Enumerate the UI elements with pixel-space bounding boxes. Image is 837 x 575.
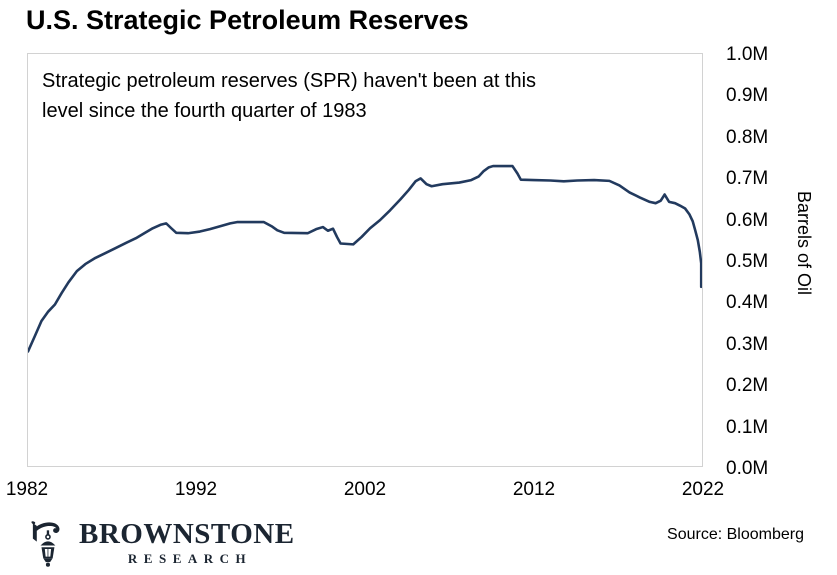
spr-series-line xyxy=(28,164,702,353)
line-chart xyxy=(28,164,702,353)
y-tick-label: 0.1M xyxy=(726,416,769,438)
y-tick-label: 1.0M xyxy=(726,44,769,65)
chart-plot-area: Strategic petroleum reserves (SPR) haven… xyxy=(27,53,703,467)
y-tick-label: 0.2M xyxy=(726,375,769,397)
chart-annotation: Strategic petroleum reserves (SPR) haven… xyxy=(42,66,662,126)
logo-subname: RESEARCH xyxy=(127,551,253,566)
y-tick-label: 0.5M xyxy=(726,251,769,272)
y-tick-label: 0.8M xyxy=(726,126,769,148)
x-tick-label: 1982 xyxy=(5,479,49,500)
y-tick-label: 0.7M xyxy=(726,168,769,190)
x-tick-label: 2002 xyxy=(343,479,387,500)
y-tick-label: 0.9M xyxy=(726,85,769,107)
y-tick-label: 0.6M xyxy=(726,209,769,231)
page-title: U.S. Strategic Petroleum Reserves xyxy=(26,5,469,35)
x-tick-label: 2022 xyxy=(681,479,725,500)
source-attribution: Source: Bloomberg xyxy=(667,526,804,543)
logo-name: BROWNSTONE xyxy=(79,518,295,550)
annotation-line-1: Strategic petroleum reserves (SPR) haven… xyxy=(42,70,537,92)
brownstone-research-logo: BROWNSTONE RESEARCH xyxy=(27,519,295,570)
y-tick-label: 0.0M xyxy=(726,458,769,479)
y-tick-label: 0.3M xyxy=(726,333,769,355)
y-axis-title: Barrels of Oil xyxy=(794,191,814,296)
annotation-line-2: level since the fourth quarter of 1983 xyxy=(42,100,367,122)
x-tick-label: 2012 xyxy=(512,479,556,500)
x-tick-label: 1992 xyxy=(174,479,218,500)
y-tick-label: 0.4M xyxy=(726,292,769,314)
street-lamp-icon xyxy=(31,521,60,567)
